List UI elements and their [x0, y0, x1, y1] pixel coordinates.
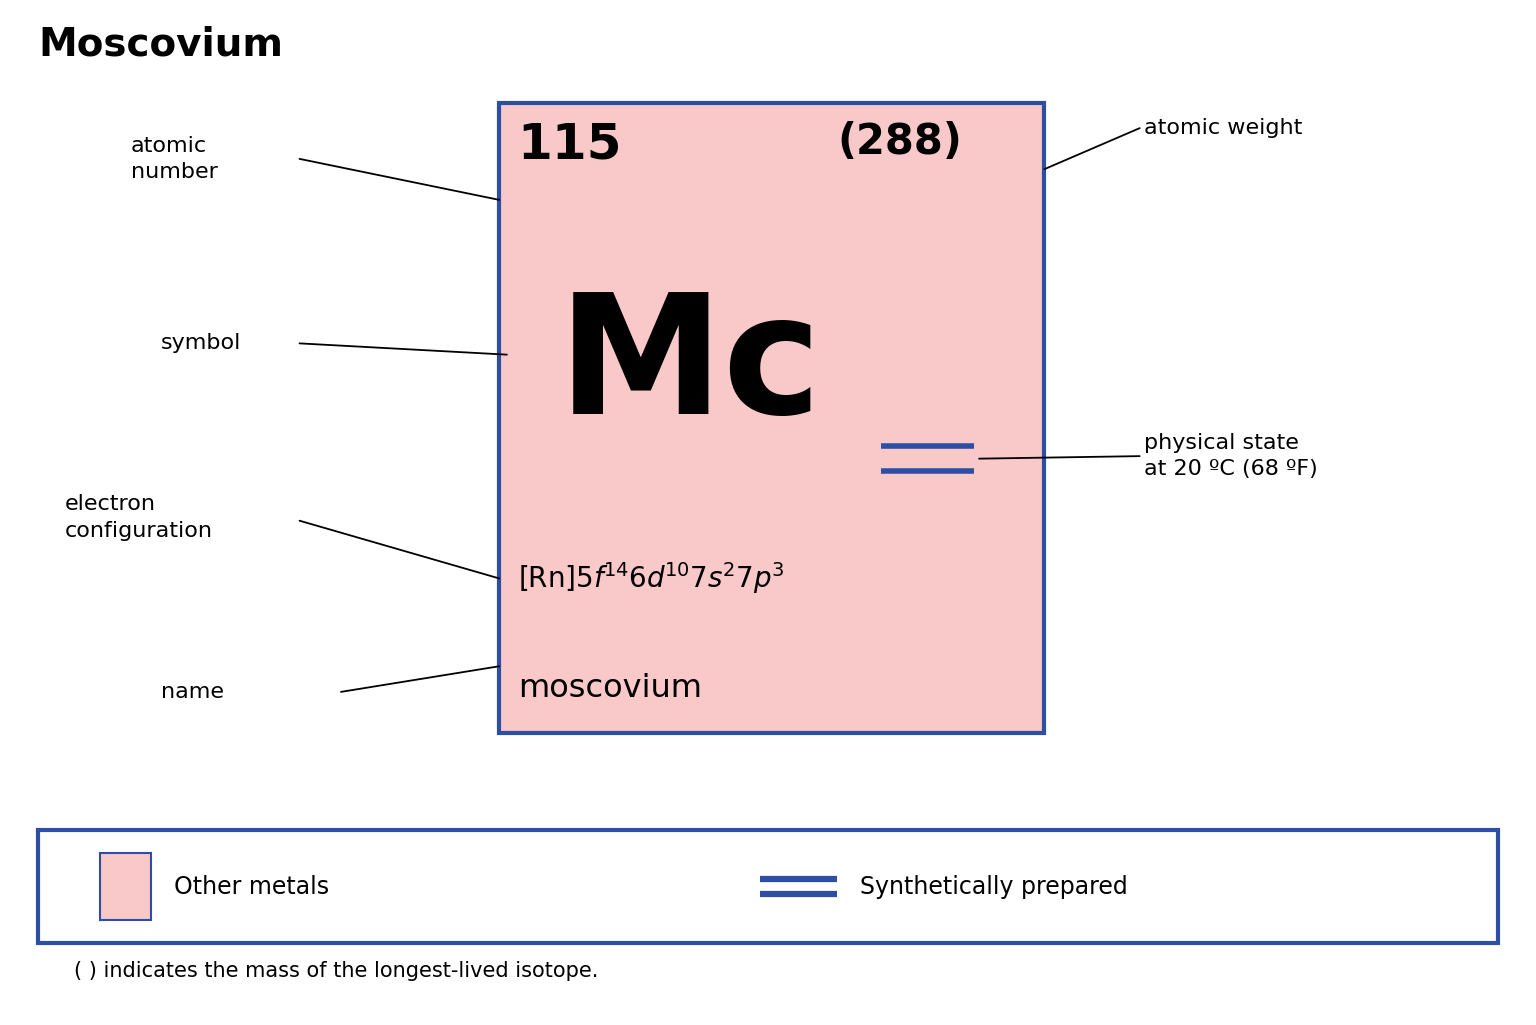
Bar	[38, 830, 1498, 943]
Bar	[499, 102, 1044, 733]
Text: Other metals: Other metals	[174, 874, 329, 899]
Text: atomic weight: atomic weight	[1144, 118, 1303, 138]
Text: physical state
at 20 ºC (68 ºF): physical state at 20 ºC (68 ºF)	[1144, 433, 1318, 480]
Text: Mc: Mc	[558, 286, 822, 449]
Text: atomic
number: atomic number	[131, 135, 218, 182]
Text: moscovium: moscovium	[518, 673, 702, 704]
Text: symbol: symbol	[161, 333, 241, 354]
Text: name: name	[161, 682, 224, 702]
Text: 115: 115	[518, 121, 622, 169]
Bar	[100, 853, 151, 920]
Text: (288): (288)	[837, 121, 962, 163]
Text: $\mathregular{[Rn]5}$$\mathit{f}$$\mathregular{^{14}6}$$\mathit{d}$$\mathregular: $\mathregular{[Rn]5}$$\mathit{f}$$\mathr…	[518, 561, 783, 597]
Text: electron
configuration: electron configuration	[65, 494, 212, 541]
Text: ( ) indicates the mass of the longest-lived isotope.: ( ) indicates the mass of the longest-li…	[74, 961, 598, 982]
Text: Moscovium: Moscovium	[38, 26, 284, 64]
Text: Synthetically prepared: Synthetically prepared	[860, 874, 1127, 899]
